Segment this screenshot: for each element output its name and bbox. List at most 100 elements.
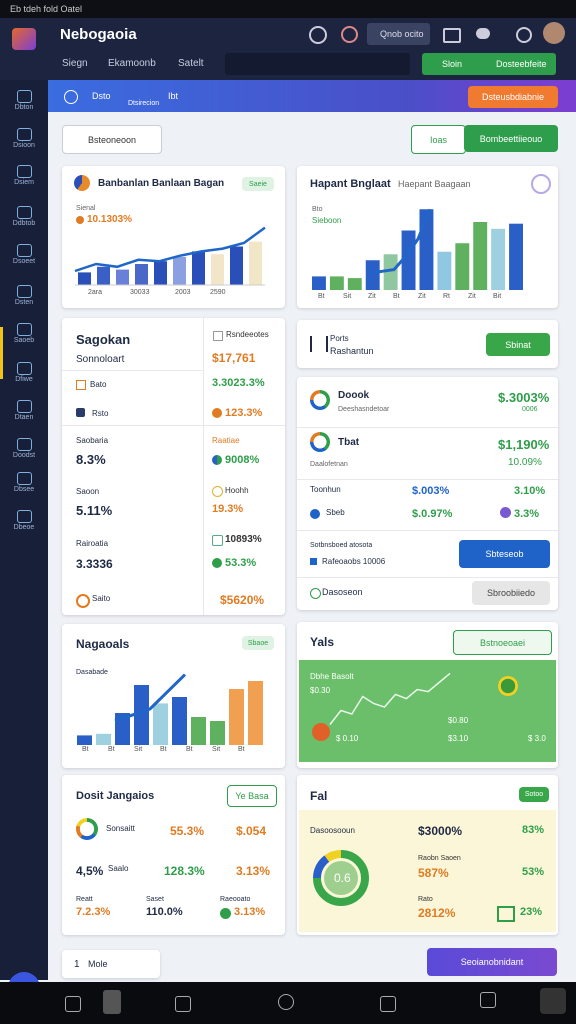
x-tick-label: Zit xyxy=(418,293,426,300)
donut-segment xyxy=(313,850,369,906)
button[interactable]: Sbteseob xyxy=(459,540,550,568)
list-value: Raatiae xyxy=(212,436,240,445)
bar xyxy=(229,689,244,745)
x-tick-label: 30033 xyxy=(130,289,150,296)
chart-label: $ 3.0 xyxy=(528,734,546,743)
toolbar-item[interactable]: Ibt xyxy=(168,91,179,101)
button[interactable]: Ioas xyxy=(411,125,466,154)
stat-text: 53% xyxy=(522,866,545,878)
card-title: Sagokan xyxy=(76,332,131,347)
list-text: Rairoatia xyxy=(76,539,109,548)
list-value: 10893% xyxy=(225,534,262,545)
toolbar-button[interactable]: Dsteusbdiabnie xyxy=(468,86,558,108)
badge[interactable]: Saeie xyxy=(242,177,274,191)
x-tick-label: 2590 xyxy=(210,289,226,296)
note: Rafeoaobs 10006 xyxy=(322,557,386,566)
icon xyxy=(310,558,317,565)
icon xyxy=(213,331,223,341)
x-tick-label: Sit xyxy=(212,746,221,753)
icon xyxy=(310,509,320,519)
button[interactable]: Sloin xyxy=(442,59,463,69)
nav-tab[interactable]: Ekamoonb xyxy=(108,58,156,69)
trend-line xyxy=(74,226,266,273)
button[interactable]: Sbinat xyxy=(486,333,550,356)
badge[interactable]: Sbaoe xyxy=(242,636,274,650)
icon xyxy=(212,486,223,497)
stat-text: 110.0% xyxy=(146,906,183,918)
nav-tab[interactable]: Siegn xyxy=(62,58,88,69)
value: Sieboon xyxy=(312,216,342,225)
sidebar-label[interactable]: Dsioon xyxy=(13,142,35,149)
stat-text: 4,5% xyxy=(76,864,104,878)
icon xyxy=(540,988,566,1014)
divider xyxy=(297,577,558,578)
button[interactable]: Dosteebfeite xyxy=(496,59,547,69)
x-tick-label: Bt xyxy=(108,746,115,753)
x-tick-label: Bt xyxy=(186,746,193,753)
dropdown[interactable]: Bstnoeoaei xyxy=(453,630,552,655)
bar xyxy=(211,254,224,285)
sidebar-label[interactable]: Dbsee xyxy=(13,486,35,493)
nav-tab[interactable]: Satelt xyxy=(178,58,204,69)
sidebar-label[interactable]: Dbton xyxy=(14,104,34,111)
sidebar-label[interactable]: Dfiwe xyxy=(15,376,33,383)
sidebar-label[interactable]: Doodst xyxy=(12,452,36,459)
list-value: Hoohh xyxy=(225,486,249,495)
list-text: Saoon xyxy=(76,487,100,496)
x-tick-label: Zit xyxy=(368,293,376,300)
icon xyxy=(212,535,223,546)
bar xyxy=(191,717,206,745)
card-title: Fal xyxy=(310,789,328,803)
sidebar-label[interactable]: Dbeoe xyxy=(13,524,35,531)
sidebar-label[interactable]: Dsten xyxy=(14,299,34,306)
icon xyxy=(497,906,515,922)
sidebar-label[interactable]: Dtaen xyxy=(14,414,34,421)
row-sub-value: 10.09% xyxy=(508,457,542,468)
toolbar-item[interactable]: Dsto xyxy=(92,91,111,101)
row-value: $1,190% xyxy=(498,437,550,452)
x-tick-label: Bt xyxy=(82,746,89,753)
chart xyxy=(329,672,451,725)
card-title: Dosit Jangaios xyxy=(76,790,155,802)
button-group[interactable] xyxy=(422,53,556,75)
icon xyxy=(480,992,496,1008)
stat-label: Reatt xyxy=(76,896,93,903)
label: Dasabade xyxy=(76,669,108,676)
bar xyxy=(437,251,452,290)
card xyxy=(62,950,160,978)
dropdown[interactable]: Bsteoneoon xyxy=(62,125,162,154)
icon xyxy=(17,128,32,141)
icon xyxy=(17,400,32,413)
sidebar-label[interactable]: Saoeb xyxy=(13,337,35,344)
bar xyxy=(248,681,263,745)
bar xyxy=(135,264,148,285)
chart-label: $3.10 xyxy=(448,734,469,743)
icon xyxy=(500,507,511,518)
stat-text: Rato xyxy=(418,896,433,903)
sidebar-label[interactable]: Dsoeet xyxy=(12,258,36,265)
button[interactable]: Seoianobnidant xyxy=(427,948,557,976)
row-value: $.3003% xyxy=(498,390,550,405)
badge[interactable]: Sotoo xyxy=(519,787,549,802)
x-tick-label: Sit xyxy=(343,293,352,300)
status-bar xyxy=(0,0,576,18)
sidebar-label[interactable]: Ddbtob xyxy=(12,220,36,227)
button[interactable]: Sbroobiiedo xyxy=(472,581,550,605)
stat-text: Raobn Saoen xyxy=(418,855,461,862)
stat-text: 3.10% xyxy=(514,485,546,497)
bar xyxy=(383,254,398,290)
list-value: 53.3% xyxy=(225,557,257,569)
icon xyxy=(312,723,330,741)
toolbar-item[interactable]: Dtsirecion xyxy=(128,100,160,107)
donut-center xyxy=(324,861,358,895)
note: Sotbnsboed atosota xyxy=(310,542,373,549)
x-tick-label: 2003 xyxy=(175,289,191,296)
button[interactable]: Bombeettiieouo xyxy=(464,125,558,152)
chart-label: $ 0.10 xyxy=(336,734,359,743)
sidebar-label[interactable]: Dsiem xyxy=(14,179,34,186)
icon xyxy=(498,676,518,696)
badge[interactable]: Ye Basa xyxy=(227,785,277,807)
search-box[interactable] xyxy=(367,23,430,45)
divider xyxy=(297,530,558,531)
stat-text: 3.13% xyxy=(236,864,271,878)
